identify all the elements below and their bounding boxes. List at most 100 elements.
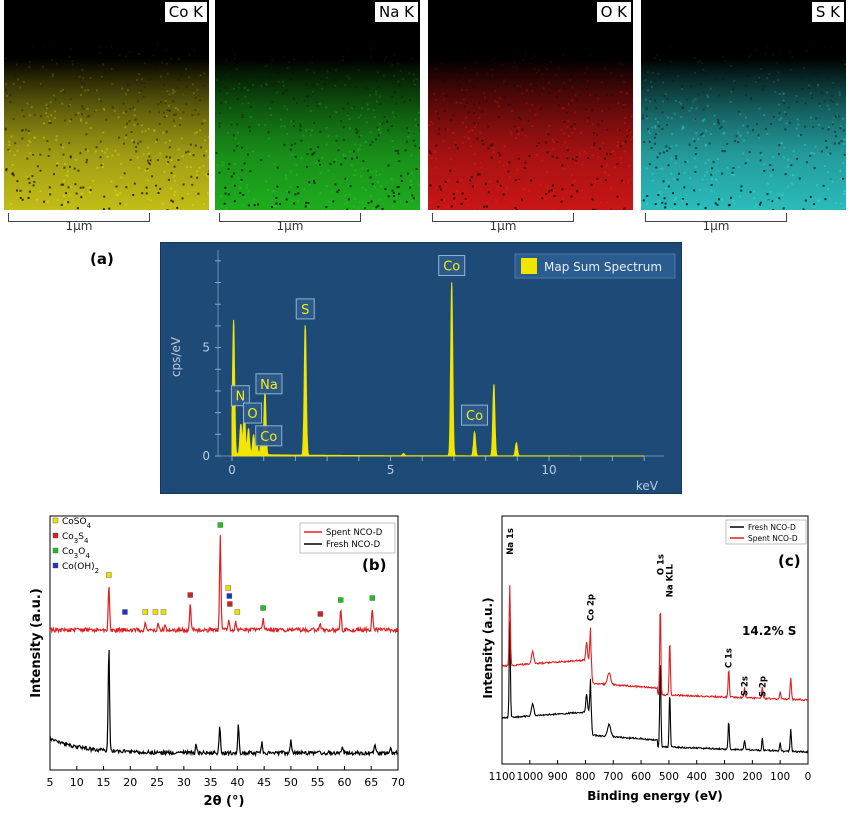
peak-label: S (295, 298, 315, 320)
xps-peak-label: S 2s (741, 676, 751, 696)
xrd-chart: 5 10 15 20 25 30 35 40 45 50 55 60 65 70 2θ (°) Intensi… (29, 515, 405, 809)
x-tick-label: 10 (541, 463, 556, 477)
y-axis-label: Intensity (a.u.) (29, 588, 44, 698)
eds-map-image (428, 0, 633, 210)
xps-series-spent (501, 585, 808, 702)
scale-bar: 1µm (645, 211, 787, 233)
phase-marker (369, 595, 376, 601)
x-tick-label: 600 (631, 771, 651, 783)
series-legend-label: Fresh NCO-D (748, 523, 796, 532)
series-legend-label: Fresh NCO-D (326, 540, 381, 550)
x-tick-label: 800 (575, 771, 595, 783)
peak-label: Na (255, 373, 283, 395)
x-axis-label: Binding energy (eV) (587, 789, 723, 803)
xrd-plot-frame (49, 515, 399, 771)
peak-label-box (438, 255, 466, 277)
phase-marker (106, 572, 112, 578)
eds-map-image (4, 0, 209, 210)
eds-map-image (215, 0, 420, 210)
scale-bar: 1µm (219, 211, 361, 233)
map-speckle (428, 47, 633, 210)
peak-label-box (461, 404, 489, 426)
peak-label-box (295, 298, 315, 320)
x-tick-label: 0 (805, 771, 812, 783)
peak-label-text: Co (466, 409, 483, 424)
y-axis-label: Intensity (a.u.) (481, 597, 495, 698)
series-legend-box (299, 522, 396, 554)
scale-bar: 1µm (8, 211, 150, 233)
peak-label-box (255, 373, 283, 395)
phase-legend-label: Co(OH)2 (62, 562, 99, 575)
scale-bar-label: 1µm (65, 219, 93, 233)
y-tick-label: 0 (202, 449, 210, 463)
phase-marker (226, 593, 233, 599)
x-axis-label: 2θ (°) (204, 794, 245, 809)
legend-swatch (521, 258, 537, 274)
scale-bar-label: 1µm (489, 219, 517, 233)
panel-label-a: (a) (90, 250, 114, 268)
x-tick-label: 70 (391, 776, 405, 789)
map-fill (428, 0, 633, 210)
x-tick-label: 65 (364, 776, 378, 789)
series-legend-box (725, 519, 807, 545)
peak-label: Co (255, 425, 283, 447)
xrd-series-spent (49, 535, 399, 634)
x-unit-label: keV (636, 479, 659, 493)
peak-label: N (230, 385, 250, 407)
legend: Map Sum Spectrum (514, 253, 676, 279)
xps-peak-label: C 1s (725, 648, 735, 668)
xps-peak-label: S 2p (758, 676, 768, 697)
x-tick-label: 300 (715, 771, 735, 783)
series-legend-label: Spent NCO-D (326, 528, 383, 538)
peak-label-text: N (235, 390, 245, 405)
phase-legend-swatch (52, 562, 59, 569)
peak-label-text: S (301, 303, 309, 318)
panel-label-b: (b) (362, 556, 386, 574)
xps-annotation: 14.2% S (742, 624, 796, 638)
x-tick-label: 40 (230, 776, 244, 789)
peak-label: O (242, 402, 262, 424)
map-element-label: Co K (164, 2, 207, 22)
x-tick-label: 10 (70, 776, 84, 789)
peak-label-text: Na (260, 378, 278, 393)
phase-legend-swatch (52, 547, 59, 554)
peak-label-box (230, 385, 250, 407)
phase-marker (338, 597, 344, 603)
series-legend: Spent NCO-D Fresh NCO-D (299, 522, 396, 554)
y-tick-label: 5 (202, 341, 210, 355)
phase-marker (317, 611, 324, 617)
xps-peak-label: Na 1s (506, 528, 516, 555)
peak-label-text: Co (260, 430, 277, 445)
x-tick-label: 400 (687, 771, 707, 783)
xrd-series-fresh (49, 649, 398, 758)
phase-legend: CoSO4 Co3S4 Co3O4 Co(OH)2 (52, 517, 99, 575)
phase-marker (234, 609, 241, 615)
xps-chart: 1100 1000 900 800 700 600 500 400 300 200 100 0Bind… (481, 515, 812, 803)
peak-label-text: Co (443, 260, 460, 275)
map-speckle (215, 47, 420, 210)
xps-series-fresh (501, 621, 809, 754)
eds-map-1: Co K (4, 0, 209, 210)
x-tick-label: 35 (204, 776, 218, 789)
x-tick-label: 500 (659, 771, 679, 783)
map-element-label: S K (811, 2, 844, 22)
map-fill (641, 0, 846, 210)
xps-peak-label: Co 2p (587, 594, 597, 621)
x-tick-label: 15 (97, 776, 111, 789)
x-tick-label: 100 (770, 771, 790, 783)
phase-legend-label: Co3S4 (62, 532, 89, 545)
spectrum-series (231, 282, 645, 457)
x-tick-label: 200 (742, 771, 762, 783)
x-tick-label: 5 (47, 776, 54, 789)
phase-legend-swatch (52, 532, 59, 539)
phase-marker (142, 609, 148, 615)
eds-map-image (641, 0, 846, 210)
map-speckle (641, 47, 846, 210)
x-tick-label: 60 (337, 776, 351, 789)
map-fill (4, 0, 209, 210)
scale-bar-line (432, 213, 574, 222)
xps-peak-label: O 1s (656, 554, 666, 575)
phase-legend-label: CoSO4 (62, 517, 92, 530)
panel-label-c: (c) (778, 552, 801, 570)
